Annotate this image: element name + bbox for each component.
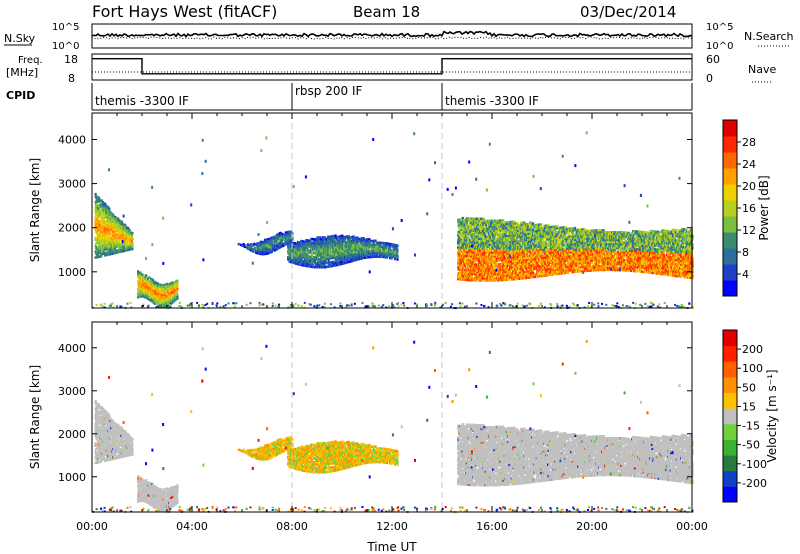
power-cell bbox=[307, 249, 309, 251]
sky-noise-line bbox=[92, 32, 692, 37]
freq-right-tick-bottom: 0 bbox=[706, 72, 713, 85]
power-cell bbox=[131, 232, 133, 234]
power-cell bbox=[513, 248, 515, 250]
power-cell bbox=[145, 274, 147, 276]
power-cell bbox=[176, 293, 178, 295]
cpid-segment-1: themis -3300 IF bbox=[95, 94, 189, 108]
noise-right-label: N.Search bbox=[744, 30, 794, 43]
power-cell bbox=[271, 251, 273, 253]
power-cell bbox=[344, 238, 346, 240]
power-cell bbox=[355, 253, 357, 255]
power-cell bbox=[95, 195, 97, 197]
power-cell bbox=[248, 244, 250, 246]
power-cell bbox=[351, 250, 353, 252]
cpid-strip: CPID themis -3300 IF rbsp 200 IF themis … bbox=[6, 83, 692, 110]
power-cell bbox=[95, 236, 97, 238]
freq-left-label-2: [MHz] bbox=[6, 66, 38, 79]
power-cell bbox=[394, 258, 396, 260]
freq-right-tick-top: 60 bbox=[706, 53, 720, 66]
noise-left-tick-bottom: 10^0 bbox=[52, 41, 79, 52]
power-cell bbox=[396, 255, 398, 257]
cpid-segment-3: themis -3300 IF bbox=[445, 94, 539, 108]
noise-left-tick-top: 10^5 bbox=[52, 22, 79, 33]
beam-title: Beam 18 bbox=[353, 3, 420, 21]
power-cell bbox=[396, 245, 398, 247]
power-cell bbox=[312, 264, 314, 266]
power-cell bbox=[121, 222, 123, 224]
power-cell bbox=[176, 280, 178, 282]
power-cell bbox=[160, 284, 162, 286]
power-cell bbox=[157, 283, 159, 285]
power-echoes bbox=[92, 131, 694, 309]
noise-left-label: N.Sky bbox=[4, 32, 36, 45]
station-title: Fort Hays West (fitACF) bbox=[92, 2, 277, 21]
power-cell bbox=[137, 270, 139, 272]
freq-frame bbox=[92, 54, 692, 80]
cpid-label: CPID bbox=[6, 89, 35, 102]
power-cell bbox=[171, 291, 173, 293]
power-cell bbox=[283, 244, 285, 246]
power-cell bbox=[509, 270, 511, 272]
power-cell bbox=[281, 233, 283, 235]
power-cell bbox=[129, 248, 131, 250]
power-cell bbox=[349, 239, 351, 241]
noise-right-tick-top: 10^5 bbox=[706, 22, 733, 33]
noise-panel: N.Sky 10^5 10^0 10^5 10^0 N.Search bbox=[4, 22, 794, 52]
power-cell bbox=[105, 204, 107, 206]
power-cell bbox=[504, 257, 506, 259]
power-cell bbox=[243, 243, 245, 245]
freq-left-tick-top: 18 bbox=[64, 53, 78, 66]
nave-label: Nave bbox=[748, 63, 776, 76]
freq-left-label-1: Freq. bbox=[18, 55, 43, 66]
power-cell bbox=[152, 279, 154, 281]
power-cell bbox=[313, 252, 315, 254]
cpid-segment-2: rbsp 200 IF bbox=[295, 84, 362, 98]
power-cell bbox=[116, 251, 118, 253]
freq-left-tick-bottom: 8 bbox=[68, 72, 75, 85]
power-cell bbox=[131, 238, 133, 240]
power-cell bbox=[131, 242, 133, 244]
power-cell bbox=[176, 290, 178, 292]
date-title: 03/Dec/2014 bbox=[580, 3, 676, 21]
power-cell bbox=[108, 208, 110, 210]
noise-right-tick-bottom: 10^0 bbox=[706, 41, 733, 52]
power-cell bbox=[522, 277, 524, 279]
power-cell bbox=[114, 226, 116, 228]
power-cell bbox=[396, 249, 398, 251]
freq-panel: Freq. [MHz] 18 8 60 0 Nave bbox=[6, 53, 776, 85]
